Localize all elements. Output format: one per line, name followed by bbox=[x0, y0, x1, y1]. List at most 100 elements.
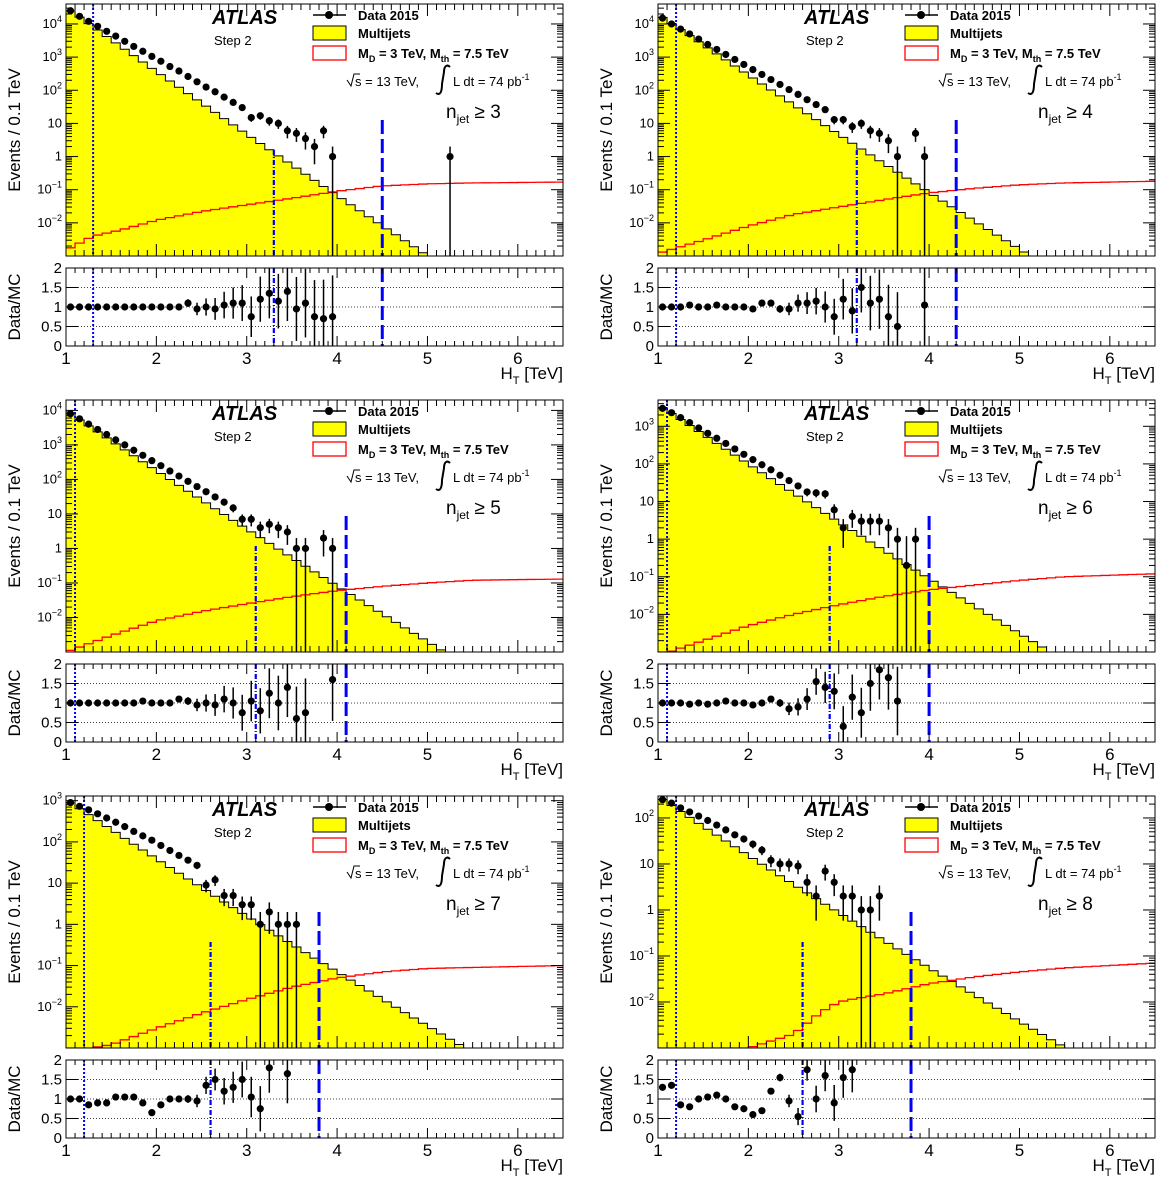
text-part: th bbox=[441, 54, 450, 64]
data-point bbox=[84, 17, 93, 25]
text-part: 10 bbox=[629, 215, 643, 230]
multijet-histogram bbox=[658, 799, 1155, 1048]
data-point bbox=[265, 908, 273, 916]
data-point bbox=[920, 152, 929, 161]
y-tick-label: 10−2 bbox=[629, 604, 654, 621]
text-part: = 13 TeV, bbox=[954, 470, 1011, 485]
x-tick-label: 6 bbox=[1105, 1141, 1114, 1160]
text-part: n bbox=[446, 102, 457, 123]
text-part: = 13 TeV, bbox=[954, 74, 1011, 89]
text-part: 10 bbox=[635, 810, 649, 825]
legend-signal-swatch bbox=[904, 441, 939, 457]
y-tick-label: 10−2 bbox=[37, 997, 62, 1014]
ratio-point bbox=[803, 299, 811, 307]
x-tick-label: 4 bbox=[924, 1141, 933, 1160]
legend-data-label: Data 2015 bbox=[358, 800, 419, 815]
data-point bbox=[148, 836, 156, 844]
data-point bbox=[713, 821, 721, 829]
data-point bbox=[767, 856, 775, 864]
text-part: 2 bbox=[649, 808, 654, 818]
y-tick-label: 104 bbox=[43, 14, 62, 31]
ratio-point bbox=[256, 1105, 264, 1113]
data-point bbox=[839, 524, 847, 532]
ratio-point bbox=[767, 1087, 775, 1095]
data-point bbox=[695, 35, 703, 43]
data-point bbox=[175, 472, 183, 480]
text-part: 1 bbox=[55, 916, 62, 931]
ratio-point bbox=[749, 701, 757, 709]
data-point bbox=[265, 117, 273, 125]
ratio-point bbox=[310, 313, 319, 321]
data-point bbox=[713, 45, 721, 54]
data-point bbox=[857, 517, 865, 525]
text-part: [TeV] bbox=[1112, 760, 1155, 779]
y-axis-label: Events / 0.1 TeV bbox=[597, 464, 616, 588]
ratio-point bbox=[274, 699, 282, 707]
ratio-point bbox=[731, 303, 739, 311]
x-tick-label: 5 bbox=[1015, 745, 1024, 764]
ratio-point bbox=[803, 695, 811, 703]
data-point bbox=[139, 451, 147, 459]
ratio-tick-label: 0.5 bbox=[633, 715, 654, 732]
x-tick-label: 5 bbox=[423, 1141, 432, 1160]
step-label: Step 2 bbox=[214, 429, 252, 444]
text-part: T bbox=[1105, 375, 1112, 387]
legend-multijet-swatch bbox=[904, 25, 939, 41]
legend-multijet-label: Multijets bbox=[358, 422, 411, 437]
text-part: 10 bbox=[43, 471, 57, 486]
ratio-point bbox=[866, 299, 874, 307]
text-part: T bbox=[513, 771, 520, 783]
ratio-point bbox=[767, 299, 775, 307]
ratio-point bbox=[821, 303, 829, 311]
text-part: L dt = 74 pb bbox=[453, 470, 522, 485]
njet-label: njet ≥ 6 bbox=[1038, 498, 1093, 522]
text-part: −1 bbox=[644, 180, 654, 190]
text-part: 3 bbox=[57, 435, 62, 445]
ratio-point bbox=[839, 295, 847, 303]
ratio-frame bbox=[65, 1059, 564, 1139]
luminosity-label: L dt = 74 pb-1 bbox=[453, 72, 530, 89]
text-part: 10 bbox=[629, 994, 643, 1009]
legend-signal-swatch bbox=[904, 837, 939, 853]
text-part: th bbox=[441, 846, 450, 856]
y-tick-label: 10 bbox=[640, 856, 654, 871]
data-point bbox=[157, 841, 165, 850]
text-part: s bbox=[355, 866, 362, 881]
ratio-point bbox=[84, 699, 93, 707]
data-point bbox=[148, 457, 156, 465]
data-point bbox=[767, 466, 775, 474]
ratio-point bbox=[283, 1070, 291, 1078]
ratio-point bbox=[731, 1103, 739, 1111]
text-part: [TeV] bbox=[1112, 364, 1155, 383]
main-plot-area bbox=[658, 796, 1155, 1048]
data-point bbox=[866, 127, 874, 135]
text-part: −1 bbox=[644, 946, 654, 956]
data-point bbox=[731, 55, 739, 64]
text-part: 10 bbox=[635, 456, 649, 471]
text-part: D bbox=[961, 450, 968, 460]
y-tick-label: 104 bbox=[635, 14, 654, 31]
text-part: [TeV] bbox=[1112, 1156, 1155, 1175]
legend-signal-swatch bbox=[312, 837, 347, 853]
ratio-plot-area bbox=[66, 1060, 291, 1132]
y-tick-label: 10 bbox=[640, 494, 654, 509]
text-part: M bbox=[950, 442, 961, 457]
data-point bbox=[229, 98, 237, 107]
text-part: 1 bbox=[55, 149, 62, 164]
ratio-tick-label: 1.5 bbox=[41, 1072, 62, 1089]
data-point bbox=[695, 812, 703, 820]
text-part: D bbox=[961, 54, 968, 64]
x-tick-label: 2 bbox=[152, 745, 161, 764]
ratio-point bbox=[184, 1095, 192, 1103]
y-tick-label: 10−1 bbox=[37, 956, 62, 973]
sqrt-sign bbox=[938, 865, 952, 880]
ratio-point bbox=[265, 289, 273, 297]
text-part: L dt = 74 pb bbox=[453, 74, 522, 89]
text-part: -1 bbox=[522, 864, 530, 874]
ratio-y-axis-label: Data/MC bbox=[597, 273, 616, 340]
text-part: jet bbox=[1048, 112, 1062, 126]
data-point bbox=[84, 806, 93, 814]
text-part: = 7.5 TeV bbox=[1041, 46, 1101, 61]
ratio-point bbox=[848, 693, 856, 701]
text-part: 3 bbox=[57, 791, 62, 801]
